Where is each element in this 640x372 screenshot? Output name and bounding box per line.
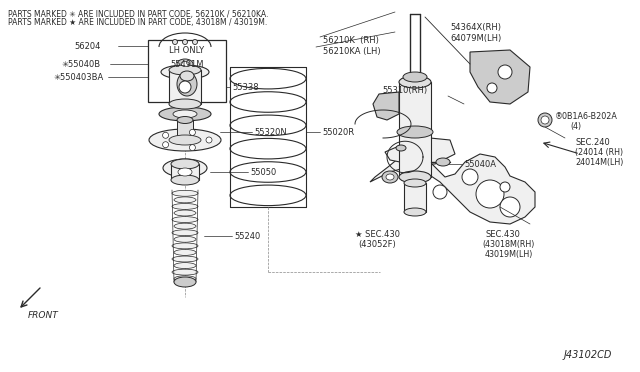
Text: SEC.430: SEC.430 bbox=[485, 230, 520, 238]
Ellipse shape bbox=[172, 203, 198, 209]
Ellipse shape bbox=[172, 269, 198, 275]
Ellipse shape bbox=[171, 159, 199, 169]
Ellipse shape bbox=[159, 107, 211, 121]
Ellipse shape bbox=[169, 65, 201, 75]
Ellipse shape bbox=[172, 230, 198, 236]
Text: 24014M(LH): 24014M(LH) bbox=[575, 157, 623, 167]
Ellipse shape bbox=[396, 145, 406, 151]
Ellipse shape bbox=[180, 71, 194, 81]
Ellipse shape bbox=[174, 277, 196, 287]
Ellipse shape bbox=[399, 171, 431, 183]
Ellipse shape bbox=[178, 168, 192, 176]
Text: ®0B1A6-B202A: ®0B1A6-B202A bbox=[555, 112, 618, 121]
Ellipse shape bbox=[163, 159, 207, 177]
Text: 55020R: 55020R bbox=[322, 128, 354, 137]
Polygon shape bbox=[370, 154, 535, 224]
Text: 55310(RH): 55310(RH) bbox=[382, 86, 427, 94]
Circle shape bbox=[189, 129, 195, 135]
Circle shape bbox=[173, 39, 177, 45]
Ellipse shape bbox=[174, 263, 196, 269]
Text: 56210K  (RH): 56210K (RH) bbox=[323, 35, 379, 45]
Text: 43019M(LH): 43019M(LH) bbox=[485, 250, 533, 259]
Circle shape bbox=[462, 169, 478, 185]
Ellipse shape bbox=[174, 210, 196, 216]
Circle shape bbox=[476, 180, 504, 208]
Text: 55240: 55240 bbox=[234, 231, 260, 241]
Ellipse shape bbox=[161, 65, 209, 79]
FancyBboxPatch shape bbox=[148, 40, 226, 102]
Text: (43018M(RH): (43018M(RH) bbox=[482, 240, 534, 248]
Ellipse shape bbox=[541, 116, 549, 124]
Text: ✳55040B: ✳55040B bbox=[62, 60, 101, 68]
Text: (24014 (RH): (24014 (RH) bbox=[575, 148, 623, 157]
Text: PARTS MARKED ★ ARE INCLUDED IN PART CODE, 43018M / 43019M.: PARTS MARKED ★ ARE INCLUDED IN PART CODE… bbox=[8, 18, 268, 27]
Ellipse shape bbox=[177, 72, 197, 96]
Circle shape bbox=[193, 39, 198, 45]
Ellipse shape bbox=[403, 72, 427, 82]
Ellipse shape bbox=[177, 116, 193, 124]
Ellipse shape bbox=[538, 113, 552, 127]
Text: 55491M: 55491M bbox=[170, 60, 204, 69]
Text: (43052F): (43052F) bbox=[358, 240, 396, 248]
Text: 55050: 55050 bbox=[250, 167, 276, 176]
Circle shape bbox=[163, 142, 168, 148]
Ellipse shape bbox=[404, 208, 426, 216]
Polygon shape bbox=[373, 92, 399, 120]
Text: ★ SEC.430: ★ SEC.430 bbox=[355, 230, 400, 238]
Polygon shape bbox=[385, 137, 455, 164]
Circle shape bbox=[487, 83, 497, 93]
Ellipse shape bbox=[386, 174, 394, 180]
Ellipse shape bbox=[171, 175, 199, 185]
Ellipse shape bbox=[382, 171, 398, 183]
Circle shape bbox=[498, 65, 512, 79]
FancyBboxPatch shape bbox=[177, 120, 193, 140]
Text: 56210KA (LH): 56210KA (LH) bbox=[323, 46, 381, 55]
Ellipse shape bbox=[172, 256, 198, 262]
FancyBboxPatch shape bbox=[404, 183, 426, 212]
Ellipse shape bbox=[436, 158, 450, 166]
Circle shape bbox=[500, 182, 510, 192]
Text: (4): (4) bbox=[570, 122, 581, 131]
Circle shape bbox=[433, 185, 447, 199]
Ellipse shape bbox=[173, 110, 197, 118]
Polygon shape bbox=[470, 50, 530, 104]
Text: PARTS MARKED ✳ ARE INCLUDED IN PART CODE, 56210K / 56210KA.: PARTS MARKED ✳ ARE INCLUDED IN PART CODE… bbox=[8, 10, 268, 19]
Text: 56204: 56204 bbox=[74, 42, 100, 51]
Ellipse shape bbox=[149, 129, 221, 151]
Text: J43102CD: J43102CD bbox=[564, 350, 612, 360]
Ellipse shape bbox=[181, 61, 189, 67]
Ellipse shape bbox=[172, 217, 198, 222]
Ellipse shape bbox=[174, 236, 196, 242]
Ellipse shape bbox=[404, 179, 426, 187]
FancyBboxPatch shape bbox=[171, 164, 199, 180]
Text: 55040A: 55040A bbox=[464, 160, 496, 169]
Ellipse shape bbox=[174, 197, 196, 203]
Ellipse shape bbox=[399, 76, 431, 88]
Text: 64079M(LH): 64079M(LH) bbox=[450, 33, 501, 42]
Ellipse shape bbox=[169, 99, 201, 109]
FancyBboxPatch shape bbox=[399, 82, 431, 177]
Ellipse shape bbox=[172, 243, 198, 249]
Circle shape bbox=[163, 132, 168, 138]
Ellipse shape bbox=[169, 135, 201, 145]
Text: 54364X(RH): 54364X(RH) bbox=[450, 22, 501, 32]
Text: 55338: 55338 bbox=[232, 83, 259, 92]
Circle shape bbox=[206, 137, 212, 143]
Text: ✳550403BA: ✳550403BA bbox=[54, 73, 104, 81]
Text: LH ONLY: LH ONLY bbox=[170, 46, 205, 55]
Circle shape bbox=[189, 145, 195, 151]
FancyBboxPatch shape bbox=[169, 70, 201, 104]
Circle shape bbox=[500, 197, 520, 217]
Ellipse shape bbox=[174, 223, 196, 229]
Circle shape bbox=[182, 39, 188, 45]
Text: 55320N: 55320N bbox=[254, 128, 287, 137]
Ellipse shape bbox=[177, 59, 193, 69]
Ellipse shape bbox=[172, 190, 198, 196]
Text: FRONT: FRONT bbox=[28, 311, 59, 321]
Ellipse shape bbox=[179, 81, 191, 93]
Ellipse shape bbox=[397, 126, 433, 138]
Ellipse shape bbox=[174, 276, 196, 282]
Text: SEC.240: SEC.240 bbox=[575, 138, 610, 147]
Ellipse shape bbox=[174, 250, 196, 256]
